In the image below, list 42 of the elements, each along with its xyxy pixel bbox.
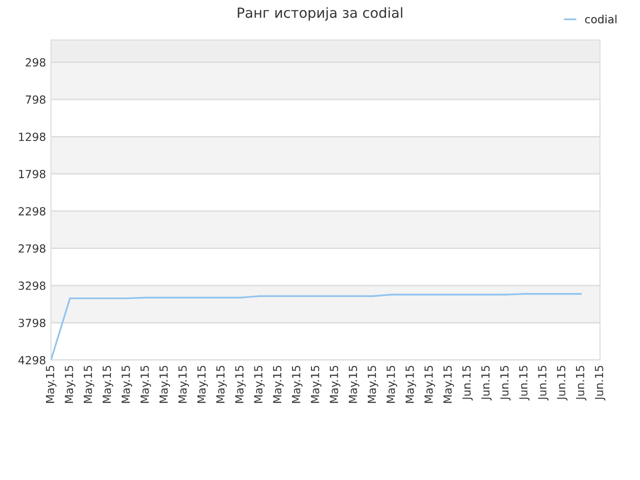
x-tick-label: May.15 xyxy=(46,366,56,403)
x-tick-label: Jun.15 xyxy=(594,366,606,400)
x-tick-label: May.15 xyxy=(386,366,398,403)
x-tick-label: Jun.15 xyxy=(462,366,473,400)
chart-title: Ранг историја за codial xyxy=(238,7,402,21)
x-tick-label: May.15 xyxy=(64,366,76,403)
x-tick-label: May.15 xyxy=(197,366,208,403)
x-tick-label: May.15 xyxy=(292,366,302,403)
y-tick-label: 798 xyxy=(26,95,46,104)
x-tick-label: May.15 xyxy=(216,366,227,403)
x-tick-label: May.15 xyxy=(424,366,435,403)
y-tick-label: 4298 xyxy=(18,356,46,364)
x-tick-label: May.15 xyxy=(273,366,284,403)
y-tick-label: 1298 xyxy=(19,132,46,142)
x-tick-label: May.15 xyxy=(102,366,114,403)
x-tick-label: Jun.15 xyxy=(481,366,492,400)
x-tick-label: May.15 xyxy=(160,366,170,403)
x-tick-label: May.15 xyxy=(311,366,322,403)
y-tick-label: 2798 xyxy=(18,244,46,253)
y-tick-label: 3798 xyxy=(18,318,46,328)
x-tick-label: May.15 xyxy=(406,366,416,403)
x-tick-label: May.15 xyxy=(330,366,340,403)
line-series xyxy=(51,293,582,360)
y-tick-label: 1798 xyxy=(19,170,46,178)
x-tick-label: May.15 xyxy=(122,366,132,403)
x-tick-label: Jun.15 xyxy=(557,366,568,400)
x-tick-label: Jun.15 xyxy=(500,366,511,400)
x-tick-label: May.15 xyxy=(84,366,94,403)
x-tick-label: May.15 xyxy=(444,366,454,403)
y-tick-label: 2298 xyxy=(18,207,46,216)
x-tick-label: May.15 xyxy=(254,366,265,403)
legend-label: codial xyxy=(585,14,616,24)
x-tick-label: Jun.15 xyxy=(538,366,548,400)
x-tick-label: May.15 xyxy=(368,366,378,403)
x-tick-label: May.15 xyxy=(348,366,360,403)
x-tick-label: May.15 xyxy=(140,366,152,403)
y-tick-label: 298 xyxy=(26,58,46,67)
y-tick-label: 3298 xyxy=(18,282,46,290)
x-tick-label: May.15 xyxy=(178,366,189,403)
x-tick-label: May.15 xyxy=(235,366,246,403)
x-tick-label: Jun.15 xyxy=(576,366,586,400)
x-tick-label: Jun.15 xyxy=(519,366,530,400)
